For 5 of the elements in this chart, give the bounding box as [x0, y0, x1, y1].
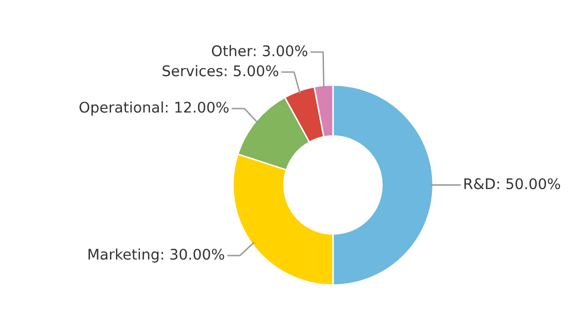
slice-label: Operational: 12.00% [79, 101, 229, 116]
slice-label: Services: 5.00% [162, 65, 278, 76]
slice-label: R&D: 50.00% [464, 178, 560, 190]
slice-label: Marketing: 30.00% [88, 248, 224, 263]
slice-label: Other: 3.00% [212, 45, 308, 56]
